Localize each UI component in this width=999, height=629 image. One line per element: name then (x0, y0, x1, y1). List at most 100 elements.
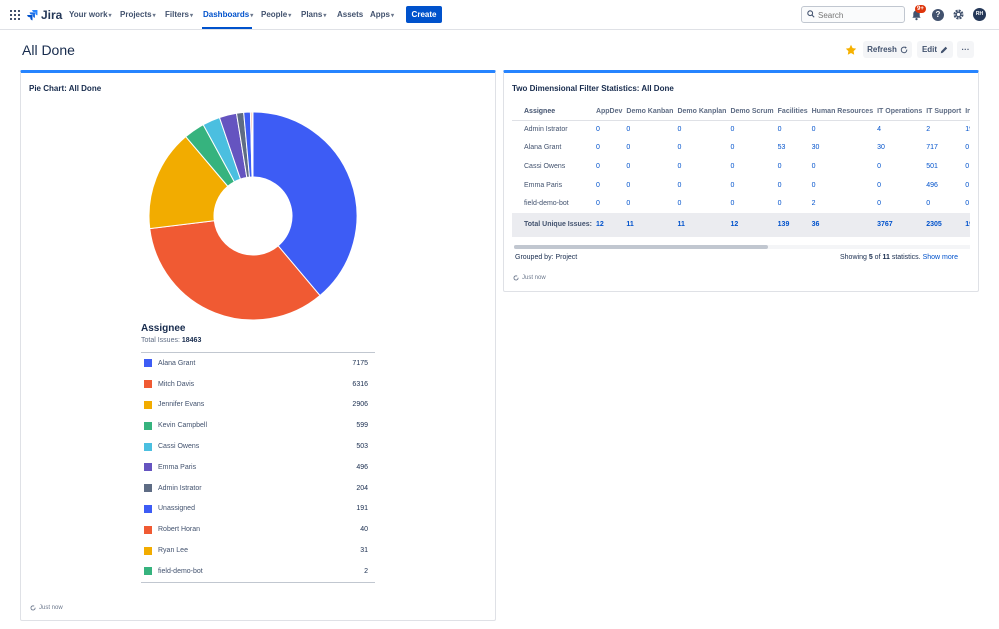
stats-value-link[interactable]: 0 (777, 181, 782, 189)
stats-column-header[interactable]: IT Support (924, 103, 964, 121)
stats-value-link[interactable]: 30 (811, 144, 820, 152)
stats-value-link[interactable]: 3767 (875, 212, 925, 237)
stats-value-link[interactable]: 0 (965, 162, 970, 170)
pie-slice-alana-grant[interactable] (252, 111, 358, 297)
pie-slice-jennifer-evans[interactable] (148, 135, 229, 230)
stats-value-link[interactable]: 12 (728, 212, 776, 237)
stats-value-link[interactable]: 12 (593, 212, 625, 237)
legend-row[interactable]: Jennifer Evans 2906 (141, 395, 375, 416)
stats-value-link[interactable]: 0 (811, 162, 816, 170)
legend-row[interactable]: Mitch Davis 6316 (141, 374, 375, 395)
legend-row[interactable]: Cassi Owens 503 (141, 436, 375, 457)
stats-value-link[interactable]: 0 (626, 162, 631, 170)
stats-value-link[interactable]: 0 (877, 181, 881, 189)
stats-value-link[interactable]: 0 (777, 162, 782, 170)
legend-name[interactable]: Ryan Lee (158, 547, 188, 555)
nav-projects[interactable]: Projects▾ (120, 10, 156, 19)
stats-value-link[interactable]: 0 (626, 200, 631, 208)
stats-value-link[interactable]: 0 (595, 162, 600, 170)
stats-value-link[interactable]: 717 (926, 144, 938, 152)
stats-column-header[interactable]: Human Resources (809, 103, 876, 121)
stats-value-link[interactable]: 2 (926, 126, 931, 134)
jira-logo[interactable]: Jira (27, 8, 62, 22)
legend-name[interactable]: Admin Istrator (158, 484, 202, 492)
nav-dashboards[interactable]: Dashboards▾ (203, 10, 253, 19)
stats-value-link[interactable]: 0 (965, 144, 970, 152)
stats-column-header[interactable]: Inventory M (963, 103, 970, 121)
legend-name[interactable]: Kevin Campbell (158, 422, 208, 430)
stats-value-link[interactable]: 0 (626, 126, 631, 134)
stats-value-link[interactable]: 496 (926, 181, 938, 189)
help-icon[interactable]: ? (932, 9, 944, 21)
stats-value-link[interactable]: 0 (730, 200, 735, 208)
more-actions-button[interactable]: ··· (957, 41, 974, 58)
stats-value-link[interactable]: 30 (877, 144, 885, 152)
stats-value-link[interactable]: 198 (965, 126, 970, 134)
legend-row[interactable]: Admin Istrator 204 (141, 478, 375, 499)
stats-value-link[interactable]: 11 (675, 212, 729, 237)
stats-value-link[interactable]: 0 (777, 200, 782, 208)
stats-value-link[interactable]: 0 (811, 126, 816, 134)
nav-filters[interactable]: Filters▾ (165, 10, 193, 19)
user-avatar[interactable]: RH (973, 8, 986, 21)
stats-value-link[interactable]: 0 (677, 200, 682, 208)
legend-name[interactable]: Robert Horan (158, 526, 201, 534)
create-button[interactable]: Create (406, 6, 442, 23)
stats-value-link[interactable]: 0 (626, 144, 631, 152)
horizontal-scrollbar[interactable] (514, 245, 970, 249)
stats-value-link[interactable]: 2305 (924, 212, 964, 237)
stats-value-link[interactable]: 0 (730, 181, 735, 189)
legend-name[interactable]: Mitch Davis (158, 380, 195, 388)
stats-value-link[interactable]: 0 (926, 200, 931, 208)
legend-row[interactable]: field-demo-bot 2 (141, 561, 375, 582)
legend-name[interactable]: Cassi Owens (158, 443, 200, 451)
stats-value-link[interactable]: 0 (877, 200, 881, 208)
refresh-small-icon[interactable] (30, 605, 36, 611)
refresh-button[interactable]: Refresh (863, 41, 912, 58)
stats-value-link[interactable]: 139 (775, 212, 810, 237)
stats-value-link[interactable]: 0 (730, 126, 735, 134)
show-more-link[interactable]: Show more (922, 254, 958, 261)
stats-value-link[interactable]: 53 (777, 144, 786, 152)
stats-value-link[interactable]: 0 (677, 181, 682, 189)
stats-value-link[interactable]: 0 (965, 200, 970, 208)
stats-value-link[interactable]: 0 (677, 126, 682, 134)
nav-people[interactable]: People▾ (261, 10, 291, 19)
scrollbar-thumb[interactable] (514, 245, 768, 249)
stats-value-link[interactable]: 4 (877, 126, 881, 134)
settings-gear-icon[interactable] (952, 8, 965, 21)
stats-table-container[interactable]: Assignee AppDev Demo Kanban Demo Kanplan Dem… (512, 103, 970, 251)
app-switcher-icon[interactable] (10, 10, 20, 20)
nav-apps[interactable]: Apps▾ (370, 10, 394, 19)
stats-value-link[interactable]: 0 (811, 181, 816, 189)
legend-name[interactable]: Alana Grant (158, 359, 196, 367)
legend-name[interactable]: field-demo-bot (158, 567, 203, 575)
stats-value-link[interactable]: 36 (809, 212, 876, 237)
star-icon[interactable] (845, 44, 857, 56)
legend-row[interactable]: Alana Grant 7175 (141, 353, 375, 374)
stats-column-header[interactable]: Facilities (775, 103, 810, 121)
legend-row[interactable]: Robert Horan 40 (141, 519, 375, 540)
edit-button[interactable]: Edit (917, 41, 953, 58)
legend-row[interactable]: Ryan Lee 31 (141, 540, 375, 561)
pie-slice-mitch-davis[interactable] (149, 220, 321, 321)
stats-value-link[interactable]: 0 (777, 126, 782, 134)
stats-value-link[interactable]: 0 (730, 144, 735, 152)
search-box[interactable] (801, 6, 905, 23)
legend-name[interactable]: Jennifer Evans (158, 401, 205, 409)
stats-value-link[interactable]: 2 (811, 200, 816, 208)
stats-column-header[interactable]: IT Operations (875, 103, 925, 121)
legend-row[interactable]: Emma Paris 496 (141, 457, 375, 478)
stats-value-link[interactable]: 11 (624, 212, 676, 237)
stats-column-header[interactable]: AppDev (593, 103, 625, 121)
stats-column-header[interactable]: Demo Kanplan (675, 103, 729, 121)
search-input[interactable] (818, 9, 902, 21)
stats-value-link[interactable]: 501 (926, 162, 938, 170)
nav-assets[interactable]: Assets (337, 10, 363, 19)
stats-value-link[interactable]: 0 (595, 200, 600, 208)
stats-value-link[interactable]: 0 (965, 181, 970, 189)
nav-plans[interactable]: Plans▾ (301, 10, 326, 19)
legend-row[interactable]: Kevin Campbell 599 (141, 415, 375, 436)
legend-name[interactable]: Emma Paris (158, 463, 197, 471)
stats-value-link[interactable]: 0 (595, 144, 600, 152)
